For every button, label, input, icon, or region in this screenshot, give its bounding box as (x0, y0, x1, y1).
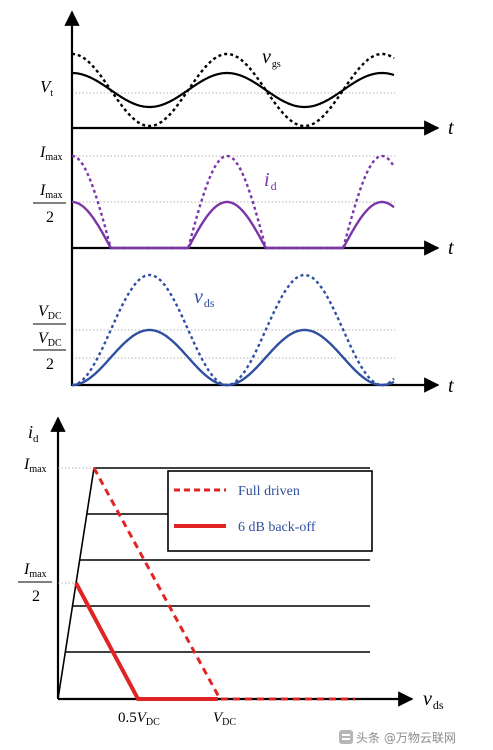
vgs-full-drive-waveform (72, 52, 395, 128)
watermark-text: 头条 @万物云联网 (356, 731, 456, 745)
imax-half-label: Imax 2 (33, 182, 66, 226)
backoff-load-line (74, 582, 218, 701)
vt-label: Vt (40, 77, 53, 99)
svg-text:t: t (448, 237, 454, 259)
grid-dotted (58, 467, 94, 584)
svg-text:vds: vds (194, 286, 215, 310)
vds-label: vds (194, 286, 215, 310)
vgs-label: vgs (262, 46, 281, 70)
svg-text:VDC: VDC (213, 710, 236, 728)
legend-box (167, 470, 373, 552)
bottom-imax-label: Imax (23, 456, 47, 475)
svg-text:VDC: VDC (38, 303, 62, 322)
vds-axis-label: vds (423, 688, 444, 712)
svg-text:Imax: Imax (23, 561, 47, 580)
svg-text:Imax: Imax (39, 144, 63, 163)
svg-text:vgs: vgs (262, 46, 281, 70)
svg-text:id: id (264, 169, 277, 193)
svg-text:t: t (448, 117, 454, 139)
vdc-half-label: VDC 2 (33, 330, 66, 373)
svg-text:t: t (448, 375, 454, 397)
imax-label: Imax (39, 144, 63, 163)
waveforms (71, 52, 396, 387)
svg-text:id: id (28, 422, 39, 445)
svg-text:Imax: Imax (23, 456, 47, 475)
id-full-drive-waveform (71, 154, 396, 250)
t-label-3: t (448, 375, 454, 397)
load-line-panel: Full driven 6 dB back-off id Imax Imax 2… (18, 416, 444, 728)
svg-text:Imax: Imax (39, 182, 63, 201)
svg-text:2: 2 (46, 356, 54, 373)
svg-text:2: 2 (46, 209, 54, 226)
vgs-backoff-waveform (72, 71, 395, 109)
toutiao-logo-icon (339, 730, 353, 744)
svg-text:0.5VDC: 0.5VDC (118, 710, 160, 728)
top-gridlines (72, 92, 395, 359)
time-waveform-panel: vgs Vt t Imax Imax 2 id t vds VDC (33, 10, 454, 397)
svg-text:Vt: Vt (40, 77, 53, 99)
legend-backoff-label: 6 dB back-off (238, 520, 316, 535)
load-lines (74, 467, 355, 701)
id-backoff-waveform (72, 200, 395, 250)
bottom-imax-half-label: Imax 2 (18, 561, 52, 605)
vdc-label: VDC (33, 303, 66, 325)
legend-full-label: Full driven (238, 484, 300, 499)
bottom-axes (50, 416, 414, 707)
vdc-tick-label: VDC (213, 710, 236, 728)
vds-backoff-waveform (72, 328, 395, 387)
id-label: id (264, 169, 277, 193)
id-axis-label: id (28, 422, 39, 445)
legend: Full driven 6 dB back-off (167, 470, 373, 552)
half-vdc-tick-label: 0.5VDC (118, 710, 160, 728)
vds-full-drive-waveform (72, 273, 395, 387)
svg-text:VDC: VDC (38, 330, 62, 349)
full-drive-load-line (92, 467, 355, 701)
svg-text:2: 2 (32, 588, 40, 605)
t-label-1: t (448, 117, 454, 139)
watermark: 头条 @万物云联网 (339, 730, 456, 745)
t-label-2: t (448, 237, 454, 259)
svg-text:vds: vds (423, 688, 444, 712)
